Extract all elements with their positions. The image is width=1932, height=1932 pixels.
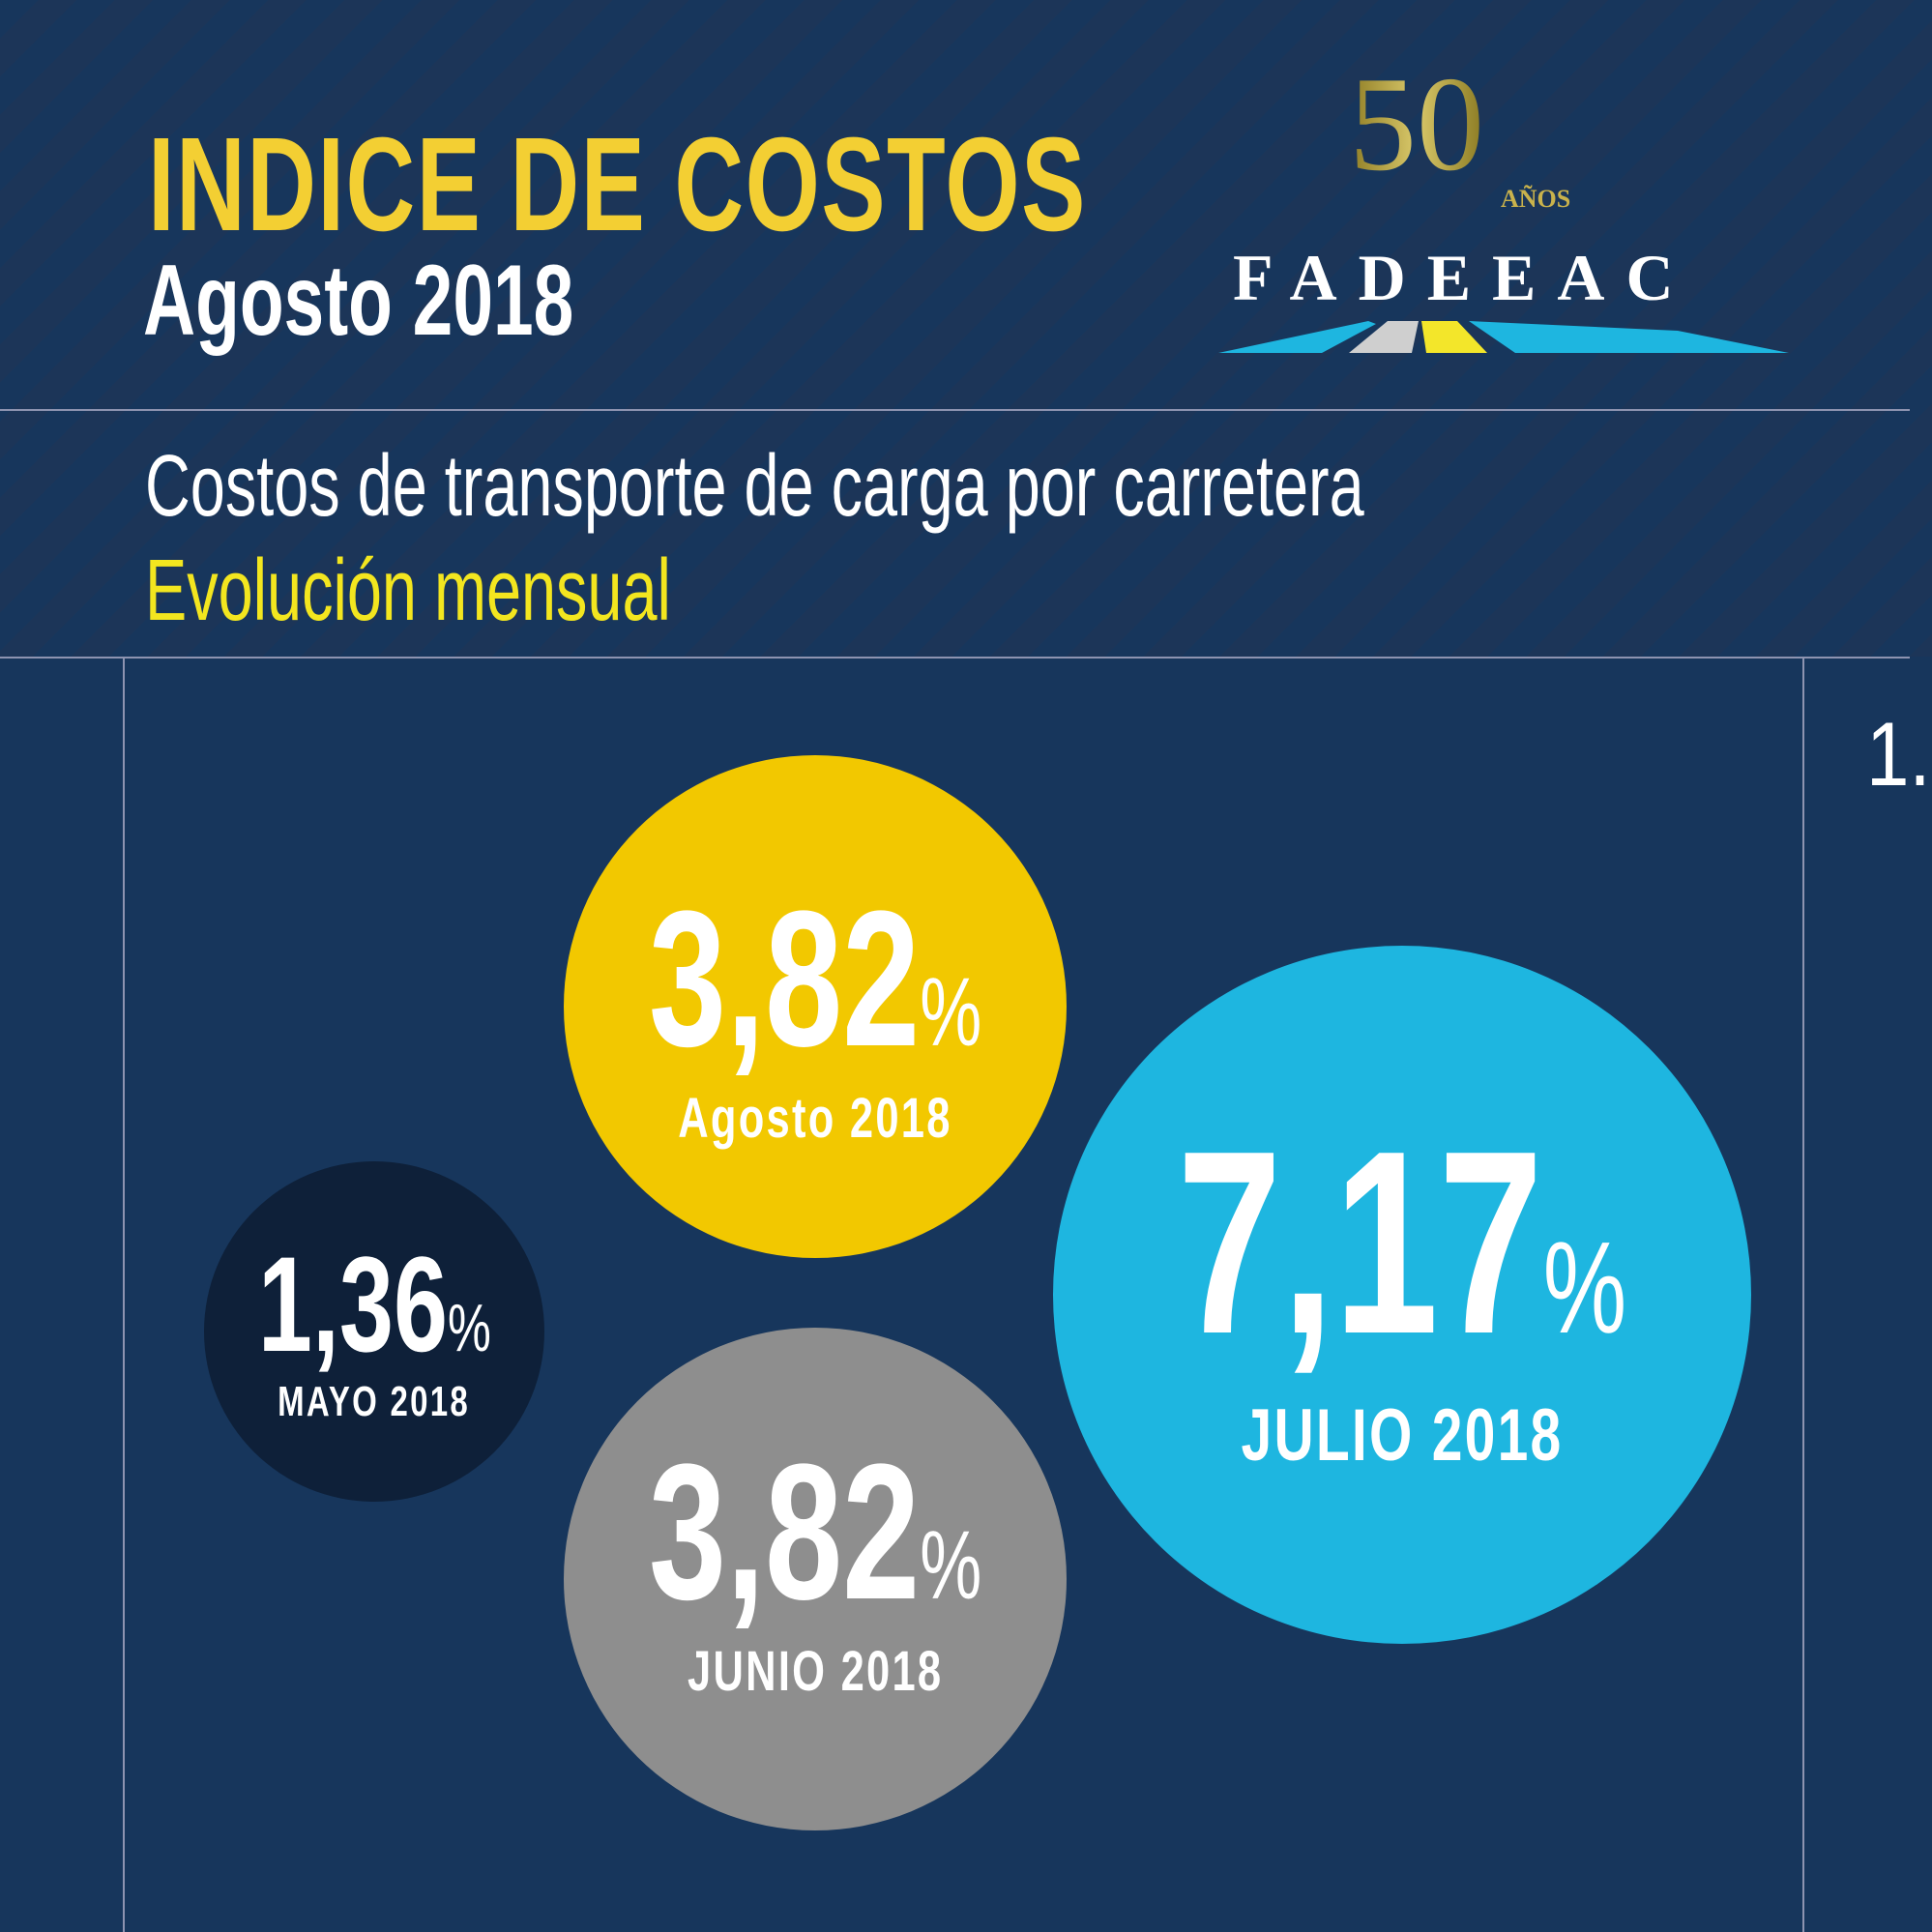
divider <box>0 409 1910 411</box>
page-title: INDICE DE COSTOS <box>148 110 1087 259</box>
description-line: Costos de transporte de carga por carret… <box>145 438 1364 535</box>
bubble-label: JULIO 2018 <box>1241 1393 1564 1477</box>
anniversary-label: AÑOS <box>1501 185 1570 213</box>
bubble-label: MAYO 2018 <box>278 1378 471 1425</box>
description-subline: Evolución mensual <box>145 542 671 639</box>
divider <box>0 657 1910 659</box>
bubble-label: JUNIO 2018 <box>687 1639 944 1703</box>
bubble-junio: 3,82% JUNIO 2018 <box>564 1328 1067 1830</box>
bubble-mayo: 1,36% MAYO 2018 <box>204 1161 544 1502</box>
bubble-value: 3,82% <box>648 1423 982 1640</box>
fadeeac-logo: 50 AÑOS FADEEAC <box>1214 49 1794 367</box>
anniversary-mark: 50 <box>1349 68 1484 199</box>
logo-name: FADEEAC <box>1233 241 1695 314</box>
bubble-value: 3,82% <box>648 870 982 1087</box>
bubble-julio: 7,17% JULIO 2018 <box>1053 946 1751 1644</box>
bubble-agosto: 3,82% Agosto 2018 <box>564 755 1067 1258</box>
bubble-value: 7,17% <box>1177 1097 1627 1389</box>
page-marker: 1. <box>1866 703 1931 805</box>
frame-line-right <box>1802 658 1804 1932</box>
page-subtitle: Agosto 2018 <box>143 245 574 357</box>
bubble-label: Agosto 2018 <box>678 1086 952 1150</box>
bubble-value: 1,36% <box>257 1228 491 1380</box>
frame-line-left <box>123 658 125 1932</box>
